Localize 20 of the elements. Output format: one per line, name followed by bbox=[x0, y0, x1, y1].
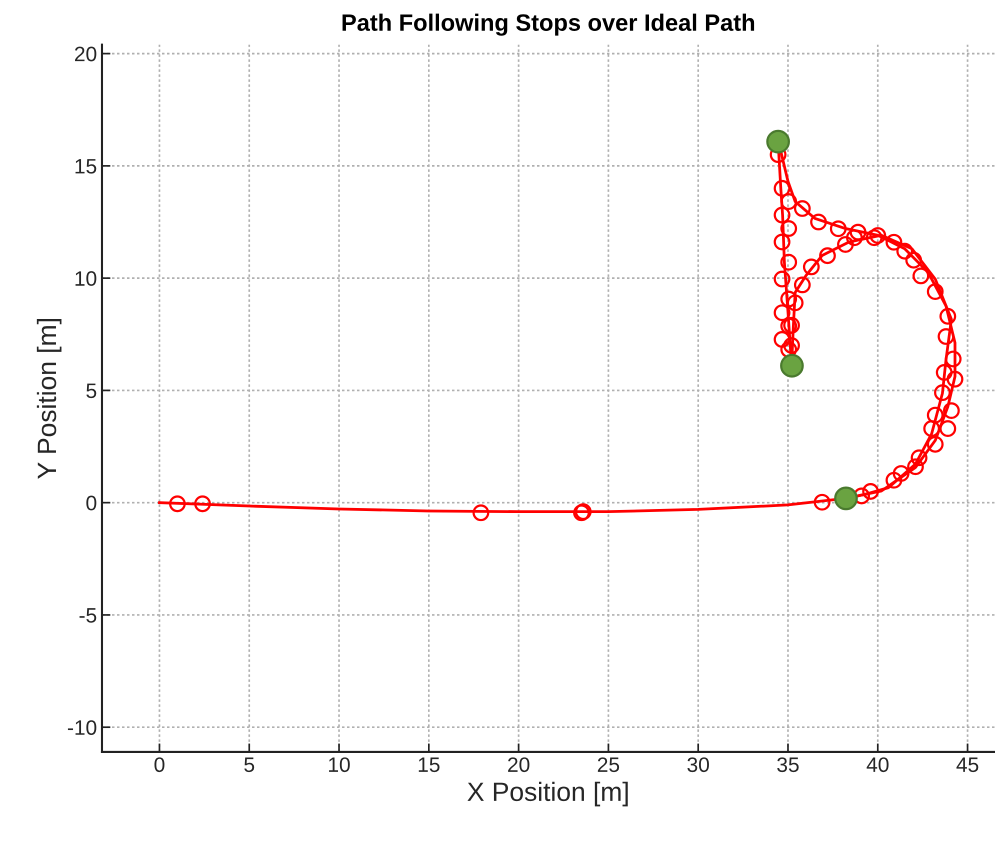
y-tick-label: 20 bbox=[75, 46, 96, 62]
x-tick-label: 25 bbox=[598, 757, 620, 772]
chart-title: Path Following Stops over Ideal Path bbox=[342, 14, 754, 36]
x-axis-title: X Position [m] bbox=[467, 782, 628, 806]
y-tick-label: 10 bbox=[76, 271, 96, 286]
x-tick-label: 40 bbox=[866, 757, 889, 772]
y-tick-label: 5 bbox=[86, 384, 96, 398]
x-tick-label: 30 bbox=[687, 757, 709, 772]
x-tick-label: 20 bbox=[508, 757, 530, 772]
x-tick-label: 10 bbox=[329, 757, 350, 772]
x-tick-label: 45 bbox=[956, 758, 978, 772]
y-tick-label: 15 bbox=[76, 159, 96, 174]
x-tick-label: 0 bbox=[154, 757, 164, 772]
y-tick-label: -10 bbox=[68, 720, 96, 735]
x-tick-label: 35 bbox=[777, 757, 799, 772]
y-tick-label: -5 bbox=[80, 608, 96, 623]
x-tick-label: 5 bbox=[244, 758, 254, 772]
x-tick-label: 15 bbox=[418, 758, 440, 772]
y-tick-label: 0 bbox=[86, 496, 96, 510]
y-axis-title: Y Position [m] bbox=[36, 318, 62, 479]
